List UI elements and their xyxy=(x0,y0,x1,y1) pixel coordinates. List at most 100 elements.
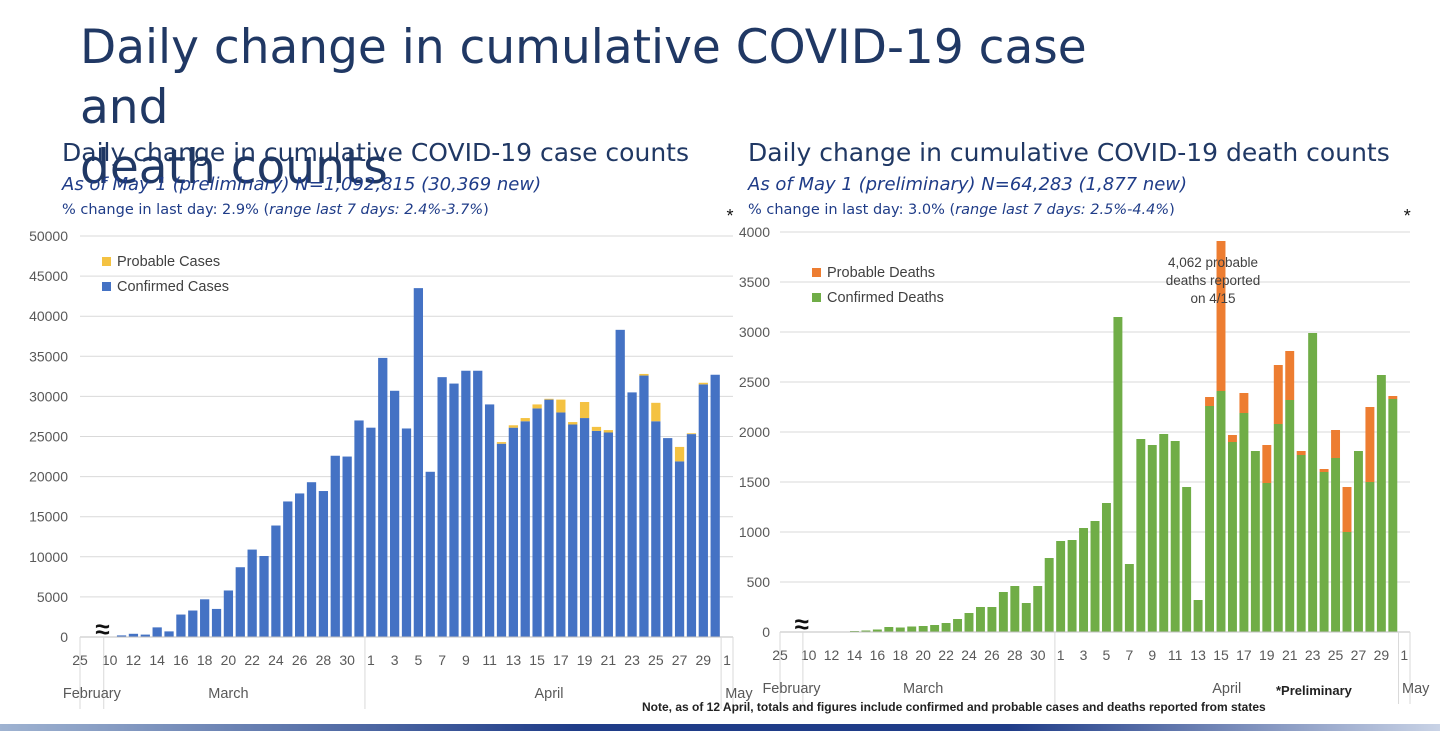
deaths-bar-confirmed xyxy=(1079,528,1089,632)
deaths-bar-confirmed xyxy=(1101,503,1111,632)
cases-x-tick-label: 3 xyxy=(391,652,399,668)
deaths-y-tick-label: 2000 xyxy=(739,424,770,440)
deaths-x-tick-label: 23 xyxy=(1305,647,1321,663)
deaths-bar-probable xyxy=(1365,407,1375,482)
cases-bar-probable xyxy=(603,430,613,433)
deaths-x-tick-label: 12 xyxy=(824,647,840,663)
cases-bar-confirmed xyxy=(366,427,376,637)
deaths-bar-confirmed xyxy=(1296,455,1306,632)
deaths-bar-confirmed xyxy=(964,613,974,632)
cases-bar-confirmed xyxy=(496,443,507,637)
cases-bar-confirmed xyxy=(330,455,340,637)
deaths-bar-confirmed xyxy=(1342,532,1352,632)
cases-bar-confirmed xyxy=(128,633,139,637)
cases-x-tick-label: 23 xyxy=(624,652,640,668)
deaths-x-tick-label: 1 xyxy=(1057,647,1065,663)
deaths-bar-confirmed xyxy=(1033,586,1043,632)
cases-bar-confirmed xyxy=(176,614,186,637)
cases-bar-probable xyxy=(496,442,507,444)
cases-bar-confirmed xyxy=(544,399,554,637)
deaths-x-tick-label: 21 xyxy=(1282,647,1298,663)
cases-month-label: April xyxy=(534,686,563,702)
page-title-line-1: Daily change in cumulative COVID-19 case… xyxy=(80,20,1087,135)
deaths-bar-confirmed xyxy=(1239,413,1249,632)
cases-bar-probable xyxy=(651,402,661,422)
cases-bar-confirmed xyxy=(663,438,673,637)
deaths-x-tick-label: 10 xyxy=(801,647,817,663)
deaths-bar-confirmed xyxy=(884,627,894,632)
deaths-bar-probable xyxy=(1227,435,1237,442)
cases-x-tick-label: 5 xyxy=(414,652,422,668)
deaths-bar-confirmed xyxy=(872,629,882,632)
cases-bar-confirmed xyxy=(603,432,613,637)
cases-pct-suffix: ) xyxy=(483,202,489,218)
deaths-x-tick-label: 27 xyxy=(1351,647,1367,663)
cases-bar-probable xyxy=(639,373,649,376)
deaths-bar-confirmed xyxy=(953,619,963,632)
cases-chart-title: Daily change in cumulative COVID-19 case… xyxy=(62,138,689,167)
deaths-x-tick-label: 3 xyxy=(1080,647,1088,663)
cases-bar-confirmed xyxy=(200,599,210,637)
deaths-x-tick-label: 15 xyxy=(1213,647,1229,663)
cases-x-tick-label: 28 xyxy=(316,652,332,668)
deaths-bar-confirmed xyxy=(895,627,905,632)
deaths-bar-confirmed xyxy=(1124,564,1134,632)
deaths-bar-confirmed xyxy=(1205,406,1215,632)
deaths-x-tick-label: 30 xyxy=(1030,647,1046,663)
page-title-line-2: death counts xyxy=(80,140,388,195)
deaths-y-tick-label: 1500 xyxy=(739,474,770,490)
cases-bar-probable xyxy=(674,446,685,462)
deaths-bar-confirmed xyxy=(1159,434,1169,632)
cases-bar-confirmed xyxy=(306,482,317,637)
cases-x-tick-label: 22 xyxy=(244,652,260,668)
deaths-bar-confirmed xyxy=(1273,424,1283,632)
cases-pct-change: % change in last day: 2.9% (range last 7… xyxy=(62,202,489,218)
cases-y-tick-label: 25000 xyxy=(29,429,68,445)
deaths-bar-confirmed xyxy=(1319,472,1329,632)
cases-x-tick-label: 1 xyxy=(723,652,731,668)
deaths-bar-confirmed xyxy=(1227,442,1237,632)
cases-bar-confirmed xyxy=(437,377,447,637)
deaths-bar-confirmed xyxy=(1262,483,1272,632)
cases-y-tick-label: 40000 xyxy=(29,308,68,324)
cases-bar-probable xyxy=(544,398,554,400)
footnote: Note, as of 12 April, totals and figures… xyxy=(642,700,1266,714)
cases-x-tick-label: 1 xyxy=(367,652,375,668)
cases-bar-probable xyxy=(579,402,590,419)
cases-bar-confirmed xyxy=(591,430,602,637)
cases-y-tick-label: 45000 xyxy=(29,268,68,284)
deaths-y-tick-label: 0 xyxy=(762,624,770,640)
deaths-bar-confirmed xyxy=(907,626,917,632)
cases-x-tick-label: 29 xyxy=(696,652,712,668)
deaths-bar-confirmed xyxy=(1147,445,1157,632)
cases-bar-confirmed xyxy=(164,631,174,637)
cases-pct-range: range last 7 days: 2.4%-3.7% xyxy=(269,202,484,218)
deaths-bar-confirmed xyxy=(1113,317,1123,632)
deaths-bar-confirmed xyxy=(987,607,997,632)
deaths-x-tick-label: 16 xyxy=(870,647,886,663)
deaths-x-tick-label: 25 xyxy=(1328,647,1344,663)
deaths-annotation-line: deaths reported xyxy=(1166,273,1261,288)
cases-preliminary-asterisk: * xyxy=(727,206,734,226)
cases-bar-confirmed xyxy=(449,383,459,637)
deaths-bar-confirmed xyxy=(1021,603,1031,632)
cases-bar-confirmed xyxy=(651,421,661,637)
deaths-x-tick-label: 17 xyxy=(1236,647,1252,663)
deaths-legend-label: Probable Deaths xyxy=(827,265,935,281)
cases-bar-confirmed xyxy=(140,634,150,637)
deaths-month-label: April xyxy=(1212,681,1241,697)
deaths-chart-title: Daily change in cumulative COVID-19 deat… xyxy=(748,138,1390,167)
cases-x-tick-label: 15 xyxy=(529,652,545,668)
cases-bar-probable xyxy=(686,433,697,435)
deaths-pct-suffix: ) xyxy=(1169,202,1175,218)
deaths-x-tick-label: 22 xyxy=(938,647,954,663)
cases-bar-confirmed xyxy=(235,567,245,637)
deaths-month-label: February xyxy=(762,681,821,697)
cases-bar-confirmed xyxy=(318,491,329,637)
deaths-chart-subtitle: As of May 1 (preliminary) N=64,283 (1,87… xyxy=(748,174,1188,195)
cases-bar-confirmed xyxy=(556,412,566,637)
cases-bar-probable xyxy=(698,382,708,385)
cases-bar-confirmed xyxy=(116,635,127,637)
deaths-bar-confirmed xyxy=(975,607,985,632)
deaths-y-tick-label: 500 xyxy=(747,574,771,590)
